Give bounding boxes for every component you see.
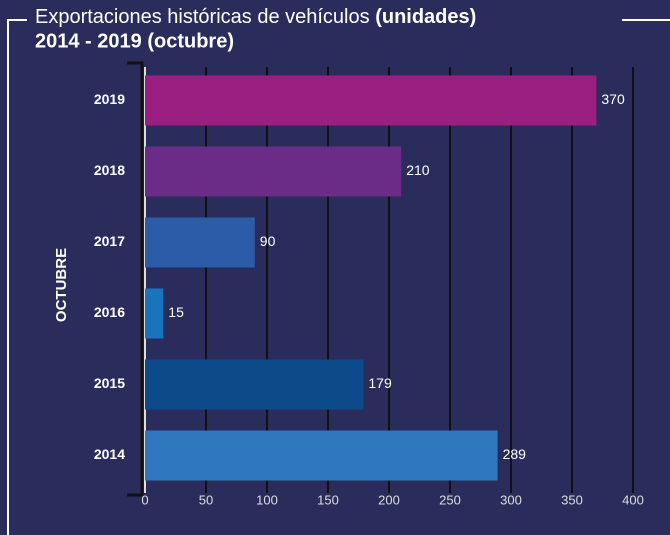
- y-tick-label: 2014: [94, 446, 125, 462]
- x-tick-label: 400: [622, 492, 644, 507]
- x-tick-label: 300: [500, 492, 522, 507]
- value-label: 90: [260, 233, 276, 249]
- x-tick-label: 200: [378, 492, 400, 507]
- y-tick-label: 2018: [94, 162, 125, 178]
- title-text: Exportaciones históricas de vehículos: [35, 6, 370, 28]
- value-label: 370: [601, 91, 625, 107]
- bar: [145, 146, 402, 197]
- value-label: 179: [368, 375, 392, 391]
- y-tick-label: 2017: [94, 233, 125, 249]
- subtitle: 2014 - 2019 (octubre): [35, 30, 234, 52]
- bar: [145, 288, 164, 339]
- bar: [145, 430, 498, 481]
- x-tick-label: 100: [256, 492, 278, 507]
- y-tick-label: 2015: [94, 375, 125, 391]
- frame: [7, 19, 27, 535]
- bar: [145, 75, 597, 126]
- x-tick-label: 0: [141, 492, 148, 507]
- value-label: 210: [406, 162, 430, 178]
- value-label: 15: [168, 304, 184, 320]
- title-bold: (unidades): [375, 6, 476, 28]
- x-tick-label: 150: [317, 492, 339, 507]
- y-axis-label: OCTUBRE: [53, 248, 70, 322]
- value-label: 289: [503, 446, 527, 462]
- axis-bracket: [127, 61, 144, 497]
- chart-title: Exportaciones históricas de vehículos (u…: [35, 6, 476, 28]
- x-tick-label: 350: [561, 492, 583, 507]
- bar: [145, 359, 364, 410]
- y-tick-label: 2016: [94, 304, 125, 320]
- bar: [145, 217, 255, 268]
- x-tick-label: 50: [199, 492, 213, 507]
- x-tick-label: 250: [439, 492, 461, 507]
- y-tick-label: 2019: [94, 91, 125, 107]
